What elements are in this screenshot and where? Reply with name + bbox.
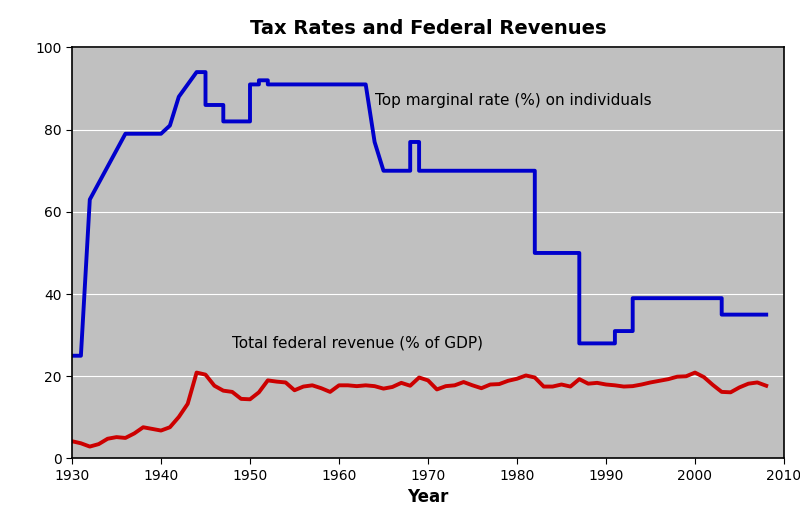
Text: Top marginal rate (%) on individuals: Top marginal rate (%) on individuals — [374, 93, 651, 108]
X-axis label: Year: Year — [407, 489, 449, 506]
Title: Tax Rates and Federal Revenues: Tax Rates and Federal Revenues — [250, 18, 606, 37]
Text: Total federal revenue (% of GDP): Total federal revenue (% of GDP) — [232, 336, 483, 350]
